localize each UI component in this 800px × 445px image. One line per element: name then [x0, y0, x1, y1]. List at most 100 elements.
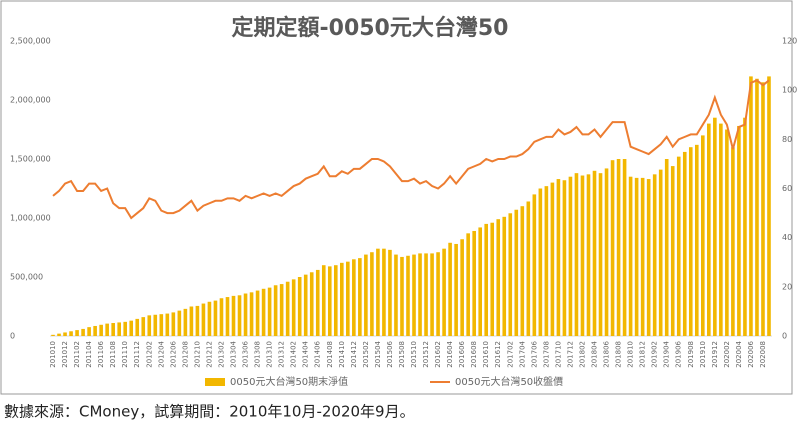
- x-tick-label: 201108: [109, 341, 117, 368]
- x-tick-label: 201012: [61, 341, 69, 368]
- bar: [448, 242, 452, 336]
- bar: [731, 147, 735, 336]
- bar: [490, 222, 495, 336]
- bar: [550, 182, 555, 336]
- bar: [153, 314, 158, 336]
- bar: [177, 310, 182, 336]
- bar: [273, 285, 278, 336]
- y2-tick-label: 40: [782, 233, 792, 242]
- bar: [376, 248, 380, 336]
- bar: [532, 194, 537, 336]
- bar: [261, 288, 266, 336]
- x-tick-label: 201608: [470, 341, 478, 368]
- bar: [352, 259, 356, 336]
- x-tick-label: 201710: [554, 341, 562, 368]
- x-tick-label: 201706: [530, 340, 538, 367]
- bar: [707, 123, 711, 336]
- bar: [737, 125, 741, 337]
- bar: [237, 295, 242, 336]
- x-tick-label: 201212: [205, 341, 213, 368]
- bar: [496, 219, 501, 336]
- x-tick-label: 201904: [663, 340, 671, 367]
- bar: [105, 323, 109, 336]
- bar: [63, 332, 67, 336]
- bar: [556, 179, 561, 336]
- y2-tick-label: 100: [782, 86, 797, 95]
- y-tick-label: 1,500,000: [10, 155, 51, 164]
- bar: [213, 300, 218, 336]
- bar: [701, 135, 705, 336]
- bar: [249, 292, 254, 336]
- x-tick-label: 201404: [302, 340, 310, 367]
- x-tick-label: 201606: [458, 340, 466, 367]
- y-tick-label: 0: [10, 332, 15, 341]
- bar: [508, 213, 513, 336]
- chart-title: 定期定額-0050元大台灣50: [232, 15, 509, 41]
- bar: [622, 159, 627, 336]
- bar: [315, 269, 320, 336]
- y-tick-label: 2,000,000: [10, 96, 51, 105]
- bar: [694, 144, 699, 336]
- x-tick-label: 201912: [711, 341, 719, 368]
- bar: [141, 317, 146, 336]
- bar: [749, 76, 753, 337]
- x-tick-label: 201202: [145, 341, 153, 368]
- bar: [117, 322, 121, 336]
- bar: [171, 312, 176, 336]
- x-tick-label: 201704: [518, 340, 526, 367]
- x-tick-label: 201810: [627, 341, 635, 368]
- x-tick-label: 201206: [169, 340, 177, 367]
- x-tick-label: 201412: [350, 341, 358, 368]
- x-tick-label: 202004: [735, 340, 743, 367]
- x-tick-label: 201908: [687, 341, 695, 368]
- x-tick-label: 201302: [217, 341, 225, 368]
- bar: [225, 297, 230, 336]
- bar: [514, 209, 519, 336]
- x-tick-label: 201812: [639, 341, 647, 368]
- bar: [688, 147, 693, 336]
- bar: [743, 117, 747, 336]
- x-tick-label: 201106: [97, 340, 105, 367]
- bar: [87, 327, 91, 336]
- x-tick-label: 201406: [314, 340, 322, 367]
- x-tick-label: 201808: [615, 341, 623, 368]
- bar: [460, 239, 464, 336]
- bar: [297, 277, 302, 336]
- x-tick-label: 201410: [338, 341, 346, 368]
- x-tick-label: 201010: [49, 341, 57, 368]
- bar: [400, 256, 404, 336]
- x-tick-label: 201708: [542, 341, 550, 368]
- x-tick-label: 201102: [73, 341, 81, 368]
- x-tick-label: 201402: [290, 341, 298, 368]
- bar: [562, 180, 567, 336]
- x-tick-label: 201304: [230, 340, 238, 367]
- x-tick-label: 201210: [193, 341, 201, 368]
- bar: [201, 303, 206, 336]
- bar: [430, 253, 434, 336]
- x-tick-label: 201110: [121, 341, 129, 368]
- x-tick-label: 201804: [591, 340, 599, 367]
- bar: [604, 168, 609, 336]
- bar: [267, 287, 272, 336]
- bar: [364, 254, 368, 336]
- x-tick-label: 201112: [133, 341, 141, 368]
- bar: [418, 253, 422, 336]
- x-tick-label: 201712: [566, 341, 574, 368]
- bar: [123, 321, 128, 336]
- bar: [424, 253, 428, 336]
- bar: [99, 324, 103, 336]
- bar: [159, 314, 164, 336]
- bar: [291, 279, 296, 336]
- bar: [231, 295, 236, 336]
- line: [52, 79, 770, 220]
- bar: [189, 306, 194, 336]
- bar: [436, 252, 440, 336]
- x-tick-label: 201308: [254, 341, 262, 368]
- y2-tick-label: 120: [782, 37, 797, 46]
- bar: [755, 78, 759, 336]
- bar: [75, 330, 79, 336]
- bar: [676, 156, 681, 336]
- bar: [568, 176, 573, 336]
- bar: [69, 331, 73, 336]
- bar: [719, 123, 723, 336]
